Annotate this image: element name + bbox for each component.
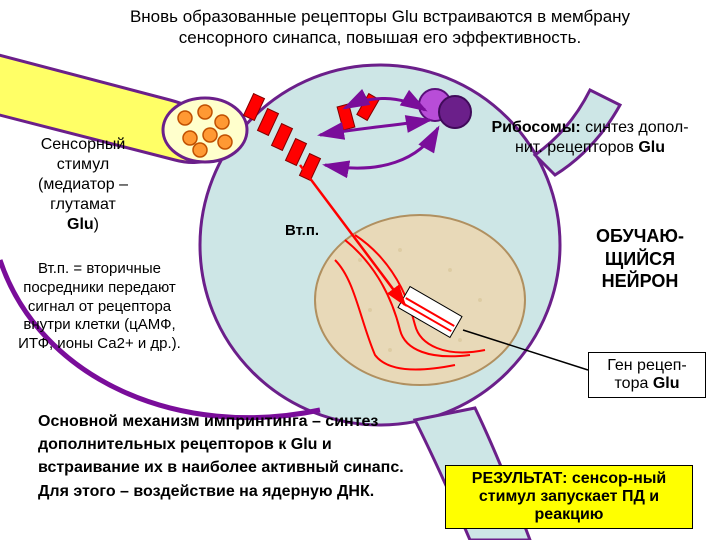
result-box: РЕЗУЛЬТАТ: сенсор-ный стимул запускает П… xyxy=(445,465,693,529)
learning-neuron-label: ОБУЧАЮ- ЩИЙСЯ НЕЙРОН xyxy=(575,225,705,293)
vtp-label: Вт.п. xyxy=(285,222,319,241)
vtp-description: Вт.п. = вторичные посредники передают си… xyxy=(12,260,187,354)
diagram-stage: Вновь образованные рецепторы Glu встраив… xyxy=(0,0,720,540)
stimulus-label: Сенсорный стимул (медиатор – глутамат Gl… xyxy=(18,135,148,235)
main-mechanism-text: Основной механизм импринтинга – синтез д… xyxy=(38,410,408,503)
ribosome-2 xyxy=(439,96,471,128)
title-text: Вновь образованные рецепторы Glu встраив… xyxy=(110,6,650,49)
gene-label-box: Ген рецеп-тора Glu xyxy=(588,352,706,398)
ribosome-label: Рибосомы: синтез допол-нит. рецепторов G… xyxy=(480,118,700,158)
